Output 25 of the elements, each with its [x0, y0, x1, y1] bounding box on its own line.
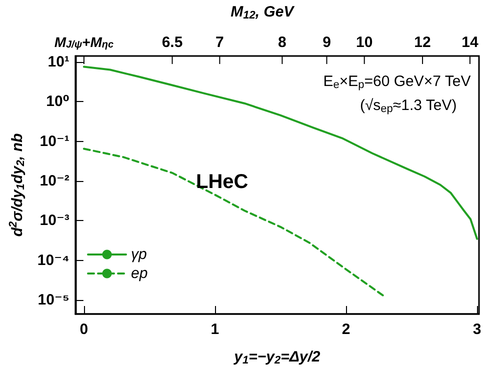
text: 12 — [414, 34, 431, 51]
text: 6.5 — [162, 34, 183, 51]
x-tick-label: 3 — [472, 321, 482, 338]
text: 8 — [278, 34, 286, 51]
y-tick-label: 10⁻¹ — [40, 132, 70, 150]
text: MJ/ψ+Mηc — [54, 34, 114, 50]
line-series — [82, 148, 386, 298]
x-tick-label: 0 — [80, 321, 88, 338]
text: 7 — [216, 34, 224, 51]
y-tick-label: 10⁻² — [40, 172, 70, 190]
x-tick-label: 1 — [210, 321, 220, 338]
text: 10 — [356, 34, 373, 51]
y-tick-label: 10⁻⁴ — [37, 252, 70, 269]
y-axis-title: d2σ/dy1dy2, nb — [8, 133, 27, 237]
x-tick-label: 2 — [342, 321, 350, 338]
y-tick-label: 10⁻³ — [40, 212, 70, 230]
annotation: LHeC — [196, 171, 248, 193]
y-tick-label: 10¹ — [48, 53, 70, 70]
legend-label: γp — [131, 246, 147, 263]
y-tick-label: 10⁻⁵ — [38, 292, 70, 309]
text: 14 — [462, 34, 479, 51]
y-tick-label: 10⁰ — [46, 93, 70, 110]
line-series — [82, 66, 478, 240]
legend-label: ep — [131, 265, 148, 282]
text: 9 — [322, 34, 331, 51]
